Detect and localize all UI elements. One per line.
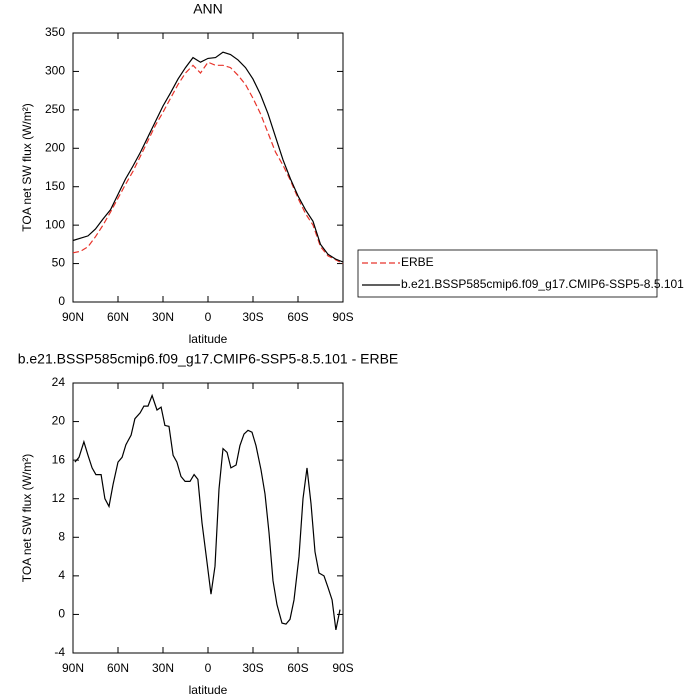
x-tick-label: 60N	[107, 310, 129, 324]
plot-frame	[72, 32, 344, 303]
x-tick-label: 30S	[242, 310, 263, 324]
x-axis-label: latitude	[189, 332, 228, 346]
x-axis-label: latitude	[189, 683, 228, 697]
data-line	[72, 61, 344, 265]
data-line	[72, 51, 344, 263]
y-tick-label: 0	[58, 607, 65, 621]
x-tick-label: 30N	[152, 661, 174, 675]
y-tick-label: 150	[45, 179, 65, 193]
y-tick-label: 20	[52, 414, 66, 428]
x-tick-label: 90S	[332, 310, 353, 324]
y-tick-label: 12	[52, 491, 66, 505]
legend-label: ERBE	[401, 255, 434, 269]
y-axis-label: TOA net SW flux (W/m²)	[20, 103, 34, 231]
data-line	[74, 393, 341, 631]
y-tick-label: 250	[45, 102, 65, 116]
legend-label: b.e21.BSSP585cmip6.f09_g17.CMIP6-SSP5-8.…	[401, 277, 684, 291]
x-tick-label: 30N	[152, 310, 174, 324]
y-tick-label: 200	[45, 140, 65, 154]
x-tick-label: 90N	[62, 310, 84, 324]
chart-title: ANN	[193, 1, 223, 17]
legend: ERBE b.e21.BSSP585cmip6.f09_g17.CMIP6-SSP…	[357, 249, 684, 298]
y-tick-label: 4	[58, 568, 65, 582]
x-tick-label: 0	[205, 661, 212, 675]
y-tick-label: 300	[45, 64, 65, 78]
y-tick-label: 0	[58, 294, 65, 308]
x-tick-label: 90N	[62, 661, 84, 675]
y-tick-label: 16	[52, 452, 66, 466]
x-tick-label: 0	[205, 310, 212, 324]
y-axis-label: TOA net SW flux (W/m²)	[20, 454, 34, 582]
x-tick-label: 90S	[332, 661, 353, 675]
chart-title: b.e21.BSSP585cmip6.f09_g17.CMIP6-SSP5-8.…	[18, 351, 399, 367]
y-tick-label: 8	[58, 529, 65, 543]
x-tick-label: 30S	[242, 661, 263, 675]
x-tick-label: 60S	[287, 310, 308, 324]
y-tick-label: -4	[54, 645, 65, 659]
plot-frame	[72, 382, 344, 654]
x-tick-label: 60N	[107, 661, 129, 675]
y-tick-label: 24	[52, 375, 66, 389]
y-tick-label: 350	[45, 25, 65, 39]
legend-box	[357, 249, 658, 298]
y-tick-label: 50	[52, 256, 66, 270]
x-tick-label: 60S	[287, 661, 308, 675]
y-tick-label: 100	[45, 217, 65, 231]
